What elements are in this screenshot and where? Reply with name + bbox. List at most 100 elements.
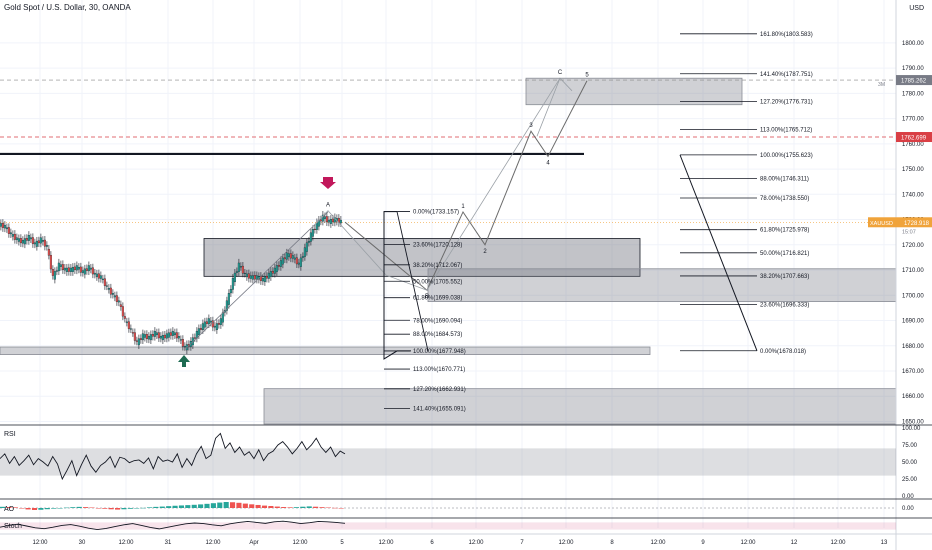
candle — [73, 266, 76, 271]
candle — [289, 253, 292, 259]
ao-bar — [166, 506, 172, 508]
candle — [205, 321, 208, 324]
candle — [69, 267, 72, 272]
price-tick-label: 1770.00 — [902, 117, 924, 123]
candle — [271, 270, 274, 274]
ao-bar — [57, 508, 63, 509]
candle — [165, 333, 168, 339]
candle — [149, 334, 152, 341]
fib-level-label: 161.80%(1803.583) — [760, 32, 813, 38]
ao-bar — [198, 504, 204, 508]
wave-label-a: A — [326, 203, 330, 209]
candle — [251, 275, 254, 280]
candle — [49, 254, 52, 270]
time-tick-label: 9 — [701, 540, 705, 546]
candle — [201, 323, 204, 331]
candle — [31, 237, 34, 244]
fib-level-label: 23.60%(1696.333) — [760, 303, 809, 309]
fib-trend — [396, 211, 429, 352]
rsi-tick-label: 75.00 — [902, 443, 918, 449]
ao-bar — [153, 506, 159, 508]
ao-bar — [95, 508, 101, 509]
candle — [57, 262, 60, 272]
ao-bar — [287, 507, 293, 508]
candle — [209, 320, 212, 323]
time-tick-label: 30 — [79, 540, 86, 546]
price-tag-label: 1762.699 — [901, 136, 927, 142]
fib-level-label: 78.00%(1690.094) — [413, 318, 462, 324]
ao-bar — [31, 508, 38, 510]
fib-level-label: 100.00%(1755.623) — [760, 153, 813, 159]
candle — [197, 328, 200, 336]
chart-title: Gold Spot / U.S. Dollar, 30, OANDA — [4, 3, 131, 12]
candle — [199, 328, 202, 330]
price-tick-label: 1800.00 — [902, 41, 924, 47]
fib-level-label: 141.40%(1787.751) — [760, 72, 813, 78]
candle — [319, 219, 322, 222]
candle — [287, 253, 290, 257]
candle — [83, 268, 86, 275]
time-tick-label: 5 — [340, 540, 344, 546]
candle — [293, 257, 296, 260]
candle — [139, 338, 142, 340]
candle — [203, 321, 206, 328]
candle — [169, 332, 172, 336]
fib-level-label: 38.20%(1707.663) — [760, 274, 809, 280]
ao-bar — [242, 503, 248, 508]
candle — [37, 240, 40, 244]
candle — [113, 295, 116, 298]
time-label: 3M — [878, 82, 885, 88]
wave-label-5: 5 — [585, 73, 589, 79]
ao-bar — [0, 506, 6, 508]
candle — [221, 312, 224, 323]
rsi-line — [0, 432, 346, 481]
ao-bar — [51, 508, 57, 509]
ao-bar — [185, 505, 191, 508]
candle — [33, 242, 36, 245]
ao-bar — [217, 502, 223, 508]
wave-line — [426, 77, 561, 291]
candle — [133, 332, 136, 341]
candle — [153, 330, 156, 337]
fib-level-label: 113.00%(1765.712) — [760, 127, 812, 133]
candle — [85, 268, 88, 271]
candle — [173, 332, 176, 336]
candle — [219, 318, 222, 325]
time-tick-label: 7 — [520, 540, 524, 546]
trend-line — [185, 211, 329, 349]
candle — [161, 335, 164, 341]
time-tick-label: 13 — [881, 540, 888, 546]
ao-bar — [25, 508, 31, 510]
wave-label-4: 4 — [546, 160, 550, 166]
wave-label-b: B — [425, 294, 429, 300]
candle — [143, 334, 146, 338]
candle — [21, 240, 24, 244]
time-tick-label: 12 — [791, 540, 798, 546]
ao-bar — [70, 507, 76, 508]
fib-level-label: 100.00%(1677.948) — [413, 349, 466, 355]
ao-bar — [19, 508, 25, 509]
candle — [147, 336, 150, 340]
candle — [19, 238, 22, 244]
candle — [71, 267, 74, 272]
candle — [241, 265, 244, 274]
rsi-title: RSI — [4, 431, 16, 438]
candle — [177, 336, 180, 339]
rsi-tick-label: 0.00 — [902, 494, 914, 500]
candle — [175, 332, 178, 339]
ao-bar — [178, 505, 184, 508]
last-price-tag — [868, 217, 932, 228]
candle — [227, 293, 230, 305]
candle — [115, 295, 118, 302]
candle — [141, 333, 144, 341]
ao-bar — [306, 506, 312, 508]
candle — [135, 340, 138, 342]
candle — [65, 267, 68, 272]
ao-bar — [83, 507, 89, 508]
candle — [307, 241, 310, 243]
ao-bar — [63, 507, 69, 509]
price-tag — [896, 75, 932, 86]
zone-box — [427, 268, 897, 302]
price-tick-label: 1740.00 — [902, 192, 924, 198]
